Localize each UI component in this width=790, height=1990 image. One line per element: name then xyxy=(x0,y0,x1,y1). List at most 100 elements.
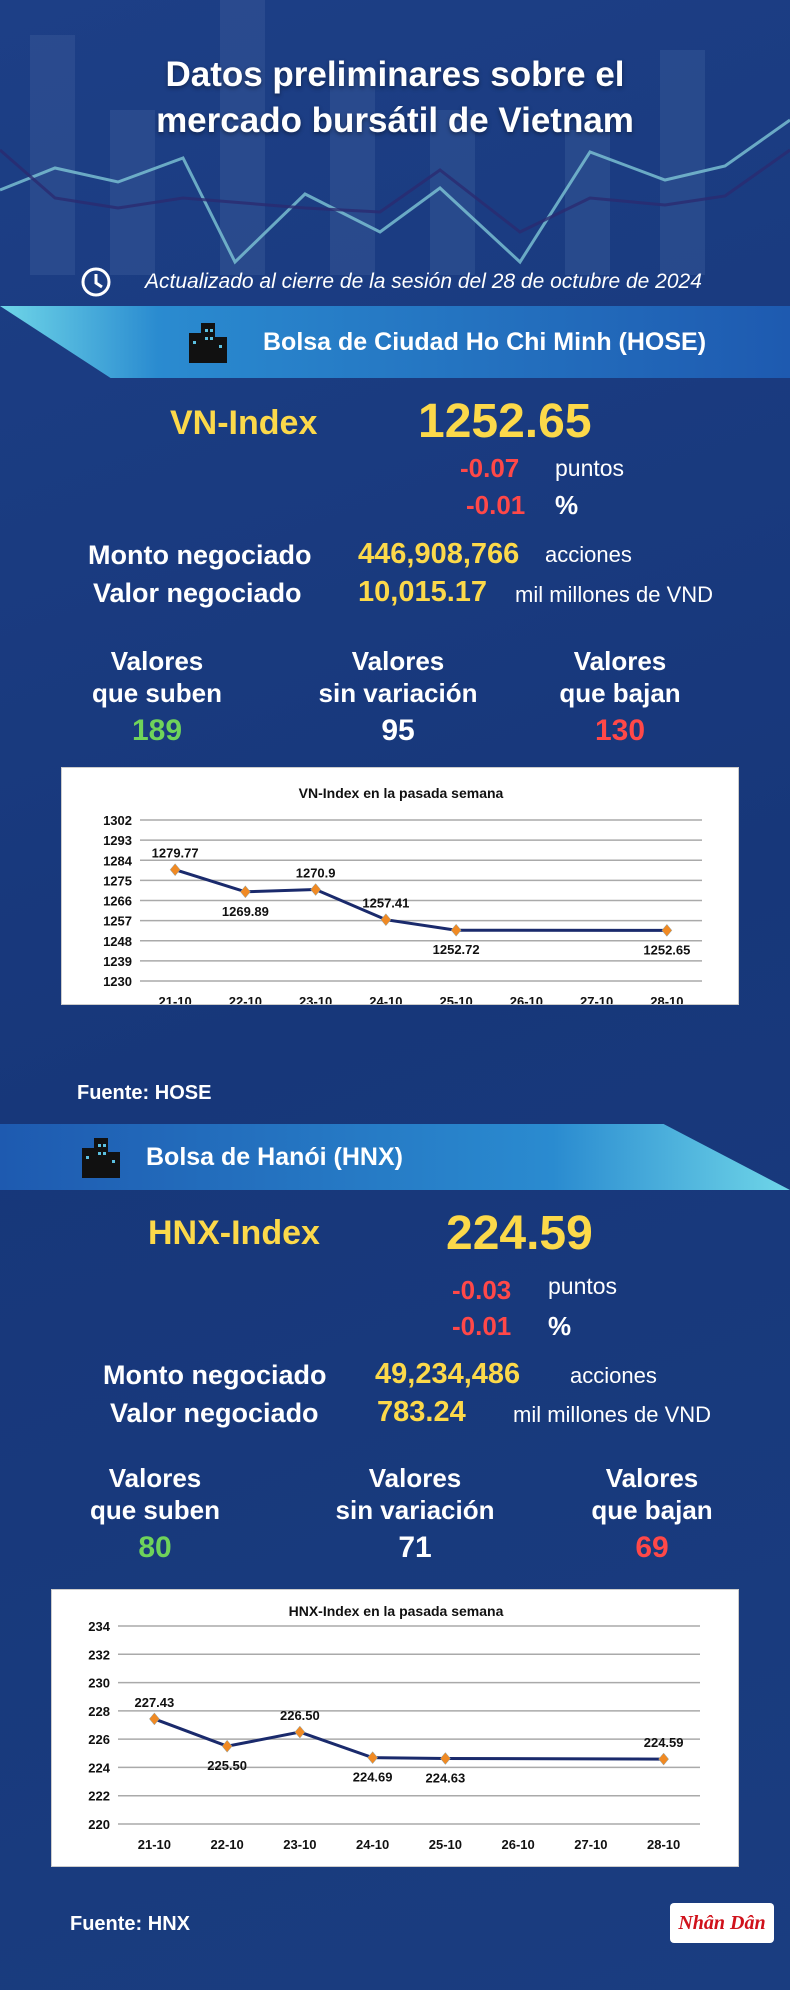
vn-index-label: VN-Index xyxy=(170,404,318,442)
y-tick-label: 1230 xyxy=(103,974,132,989)
hnx-down-value: 69 xyxy=(635,1531,669,1564)
x-tick-label: 22-10 xyxy=(211,1837,244,1852)
chart-title: HNX-Index en la pasada semana xyxy=(289,1603,504,1619)
nhandan-logo: Nhân Dân xyxy=(670,1903,774,1943)
data-label: 224.63 xyxy=(425,1771,465,1786)
vn-value-value: 10,015.17 xyxy=(358,576,488,608)
hnx-value-label: Valor negociado xyxy=(110,1398,319,1428)
y-tick-label: 222 xyxy=(88,1789,110,1804)
hnx-index-chart: HNX-Index en la pasada semana 234 232 230 22… xyxy=(51,1589,739,1867)
chart-title: VN-Index en la pasada semana xyxy=(299,785,504,801)
data-label: 224.59 xyxy=(644,1735,684,1750)
data-label: 1270.9 xyxy=(296,866,336,881)
vn-down-label: Valores que bajan xyxy=(559,646,681,708)
vn-index-chart: VN-Index en la pasada semana 1302 1293 1284… xyxy=(61,767,739,1005)
hnx-change-pct: -0.01 xyxy=(452,1311,512,1341)
x-tick-label: 25-10 xyxy=(440,994,473,1005)
data-label: 1269.89 xyxy=(222,904,269,919)
x-tick-label: 26-10 xyxy=(502,1837,535,1852)
data-point xyxy=(149,1712,160,1726)
x-tick-label: 24-10 xyxy=(369,994,402,1005)
x-tick-label: 24-10 xyxy=(356,1837,389,1852)
y-tick-label: 228 xyxy=(88,1704,110,1719)
x-tick-label: 21-10 xyxy=(138,1837,171,1852)
data-label: 227.43 xyxy=(134,1695,174,1710)
data-point xyxy=(450,923,462,937)
data-label: 226.50 xyxy=(280,1708,320,1723)
vn-volume-label: Monto negociado xyxy=(88,540,312,570)
y-tick-label: 224 xyxy=(88,1760,110,1775)
y-tick-label: 1275 xyxy=(103,873,132,888)
series-line xyxy=(153,1717,664,1761)
vn-points-label: puntos xyxy=(555,455,625,481)
x-tick-label: 23-10 xyxy=(283,1837,316,1852)
building-icon xyxy=(189,323,227,363)
clock-icon xyxy=(81,267,111,297)
hnx-up-label: Valores que suben xyxy=(89,1463,220,1525)
x-tick-label: 23-10 xyxy=(299,994,332,1005)
vn-down-value: 130 xyxy=(594,714,646,747)
hnx-value-unit: mil millones de VND xyxy=(513,1402,712,1427)
data-point xyxy=(380,913,392,927)
data-point xyxy=(440,1752,451,1765)
building-icon xyxy=(82,1138,120,1178)
vn-flat-label: Valores sin variación xyxy=(318,646,478,708)
x-tick-label: 28-10 xyxy=(650,994,683,1005)
vn-volume-unit: acciones xyxy=(545,542,632,567)
data-point xyxy=(240,885,251,899)
data-label: 1257.41 xyxy=(362,896,409,911)
vn-up-label: Valores que suben xyxy=(91,646,222,708)
y-tick-label: 1239 xyxy=(103,954,132,969)
data-point xyxy=(658,1752,669,1766)
vn-change-points: -0.07 xyxy=(460,453,520,483)
data-point xyxy=(310,883,321,896)
hnx-value-value: 783.24 xyxy=(377,1396,466,1428)
hnx-volume-unit: acciones xyxy=(570,1363,657,1388)
hnx-down-label: Valores que bajan xyxy=(591,1463,713,1525)
hose-banner-title: Bolsa de Ciudad Ho Chi Minh (HOSE) xyxy=(263,327,707,356)
data-label: 1252.72 xyxy=(433,942,480,957)
y-tick-label: 1284 xyxy=(103,853,133,868)
hnx-flat-value: 71 xyxy=(398,1531,432,1564)
data-point xyxy=(169,863,181,877)
vn-value-unit: mil millones de VND xyxy=(515,582,714,607)
hose-banner: Bolsa de Ciudad Ho Chi Minh (HOSE) xyxy=(0,306,790,378)
data-point xyxy=(294,1725,306,1739)
x-tick-label: 28-10 xyxy=(647,1837,680,1852)
x-tick-label: 22-10 xyxy=(229,994,262,1005)
vn-change-pct: -0.01 xyxy=(466,490,526,520)
data-point xyxy=(221,1739,233,1753)
x-tick-label: 21-10 xyxy=(159,994,192,1005)
data-label: 225.50 xyxy=(207,1758,247,1773)
x-tick-label: 25-10 xyxy=(429,1837,462,1852)
data-point xyxy=(661,923,673,937)
y-tick-label: 1248 xyxy=(103,934,132,949)
vn-flat-value: 95 xyxy=(381,714,415,747)
hnx-points-label: puntos xyxy=(548,1273,618,1299)
y-tick-label: 234 xyxy=(88,1619,110,1634)
y-tick-label: 1266 xyxy=(103,894,132,909)
y-tick-label: 1257 xyxy=(103,914,132,929)
x-tick-label: 27-10 xyxy=(574,1837,607,1852)
hnx-up-value: 80 xyxy=(138,1531,172,1564)
data-label: 224.69 xyxy=(353,1770,393,1785)
page-title: Datos preliminares sobre el mercado bursá… xyxy=(156,55,634,140)
y-tick-label: 232 xyxy=(88,1647,110,1662)
y-tick-label: 1302 xyxy=(103,813,132,828)
updated-text: Actualizado al cierre de la sesión del 2… xyxy=(145,270,702,293)
hnx-source: Fuente: HNX xyxy=(70,1913,190,1935)
x-tick-label: 26-10 xyxy=(510,994,543,1005)
header-decoration xyxy=(0,0,790,275)
data-label: 1252.65 xyxy=(643,942,690,957)
vn-index-value: 1252.65 xyxy=(418,395,592,448)
hnx-banner: Bolsa de Hanói (HNX) xyxy=(0,1124,790,1190)
hnx-banner-title: Bolsa de Hanói (HNX) xyxy=(146,1142,403,1171)
vn-volume-value: 446,908,766 xyxy=(358,538,520,570)
data-point xyxy=(367,1751,378,1765)
hnx-index-value: 224.59 xyxy=(446,1207,593,1260)
hnx-flat-label: Valores sin variación xyxy=(335,1463,495,1525)
y-tick-label: 230 xyxy=(88,1676,110,1691)
vn-value-label: Valor negociado xyxy=(93,578,302,608)
y-tick-label: 1293 xyxy=(103,833,132,848)
hnx-volume-label: Monto negociado xyxy=(103,1360,327,1390)
